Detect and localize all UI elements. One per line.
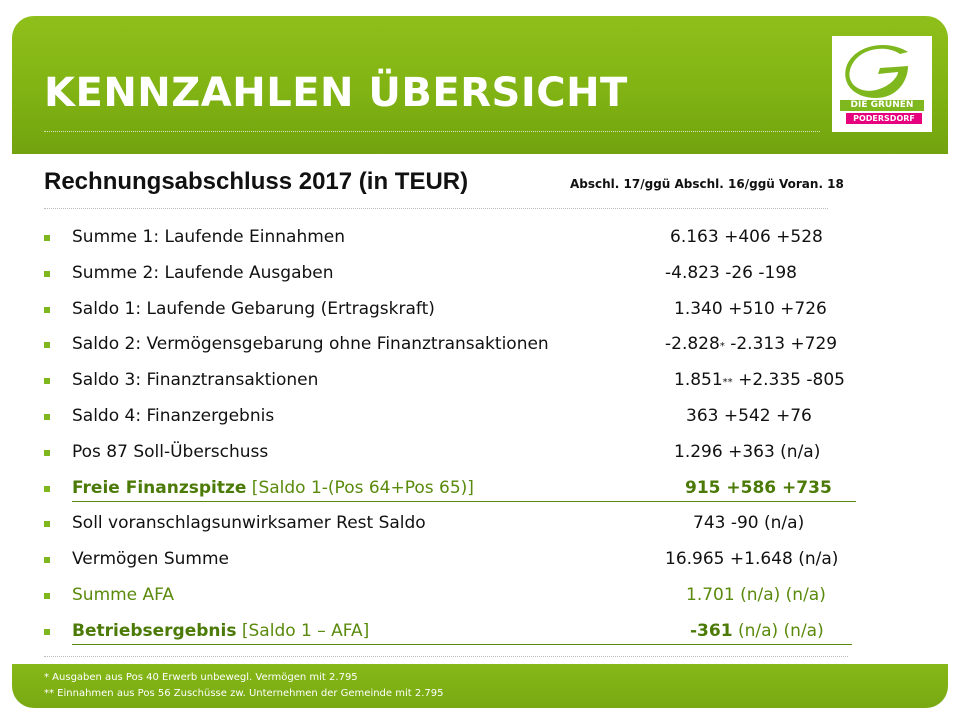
logo-wordmark: DIE GRÜNEN [840,100,924,111]
bullet-icon [44,521,50,528]
bullet-icon [44,342,50,349]
item-value: 1.851** +2.335 -805 [674,363,845,401]
label-strong: Betriebsergebnis [72,620,237,641]
list-item: Summe AFA 1.701 (n/a) (n/a) [44,578,924,614]
top-divider [44,208,828,209]
bullet-icon [44,378,50,385]
logo-location: PODERSDORF [846,113,922,124]
item-label: Summe AFA [72,584,175,605]
list-item: Saldo 4: Finanzergebnis 363 +542 +76 [44,399,924,435]
party-logo: DIE GRÜNEN PODERSDORF [832,36,932,132]
list-item: Summe 1: Laufende Einnahmen 6.163 +406 +… [44,220,924,256]
bullet-icon [44,235,50,241]
footnote-1: * Ausgaben aus Pos 40 Erwerb unbewegl. V… [44,672,358,683]
footnote-2: ** Einnahmen aus Pos 56 Zuschüsse zw. Un… [44,688,444,699]
value-main: -361 [690,620,733,641]
bullet-icon [44,485,50,492]
value-rest: -2.313 +729 [724,334,838,355]
item-label: Saldo 2: Vermögensgebarung ohne Finanztr… [72,334,549,355]
item-label: Vermögen Summe [72,549,229,570]
bullet-icon [44,413,50,420]
list-item: Saldo 3: Finanztransaktionen 1.851** +2.… [44,363,924,399]
bottom-divider [44,656,848,657]
bullet-icon [44,270,50,277]
item-value: -361 (n/a) (n/a) [690,614,824,650]
list-item-highlight: Betriebsergebnis [Saldo 1 – AFA] -361 (n… [44,614,924,650]
item-label: Saldo 1: Laufende Gebarung (Ertragskraft… [72,298,435,319]
item-value: 915 +586 +735 [685,477,832,498]
value-main: 1.851 [674,370,723,391]
report-subtitle: Rechnungsabschluss 2017 (in TEUR) [44,168,469,195]
label-note: [Saldo 1-(Pos 64+Pos 65)] [246,477,474,498]
item-label: Pos 87 Soll-Überschuss [72,441,269,462]
item-label: Soll voranschlagsunwirksamer Rest Saldo [72,513,426,534]
bullet-icon [44,557,50,564]
list-item-highlight: Freie Finanzspitze [Saldo 1-(Pos 64+Pos … [44,471,924,507]
footnote-mark: * [719,341,725,353]
list-item: Saldo 1: Laufende Gebarung (Ertragskraft… [44,292,924,328]
value-main: -2.828 [665,334,720,355]
bullet-icon [44,306,50,313]
item-label: Saldo 4: Finanzergebnis [72,405,275,426]
item-label: Summe 1: Laufende Einnahmen [72,227,346,247]
item-value: -4.823 -26 -198 [665,262,797,283]
label-strong: Freie Finanzspitze [72,477,247,498]
logo-g-icon [845,45,908,98]
footnote-mark: ** [722,377,733,389]
underline [72,500,856,502]
item-value: 6.163 +406 +528 [670,227,823,247]
value-rest: (n/a) (n/a) [732,620,824,641]
bullet-icon [44,592,50,599]
item-label: Summe 2: Laufende Ausgaben [72,262,334,283]
list-item: Saldo 2: Vermögensgebarung ohne Finanztr… [44,327,924,363]
item-value: 16.965 +1.648 (n/a) [665,549,839,570]
slide-title: KENNZAHLEN ÜBERSICHT [44,70,628,116]
bullet-icon [44,449,50,456]
item-value: 363 +542 +76 [686,405,812,426]
value-rest: +2.335 -805 [732,370,845,391]
item-value: 1.340 +510 +726 [674,298,827,319]
figures-list: Summe 1: Laufende Einnahmen 6.163 +406 +… [44,220,924,650]
item-value: -2.828* -2.313 +729 [665,327,837,365]
item-label: Betriebsergebnis [Saldo 1 – AFA] [72,614,369,650]
item-label: Freie Finanzspitze [Saldo 1-(Pos 64+Pos … [72,471,474,507]
label-note: [Saldo 1 – AFA] [236,620,370,641]
header-divider [44,131,820,132]
list-item: Soll voranschlagsunwirksamer Rest Saldo … [44,506,924,542]
item-value: 743 -90 (n/a) [693,513,805,534]
list-item: Vermögen Summe 16.965 +1.648 (n/a) [44,542,924,578]
item-label: Saldo 3: Finanztransaktionen [72,370,319,391]
footer-band [12,664,948,708]
bullet-icon [44,628,50,635]
item-value: 1.701 (n/a) (n/a) [686,584,826,605]
underline [72,643,852,645]
list-item: Summe 2: Laufende Ausgaben -4.823 -26 -1… [44,256,924,292]
list-item: Pos 87 Soll-Überschuss 1.296 +363 (n/a) [44,435,924,471]
column-header: Abschl. 17/ggü Abschl. 16/ggü Voran. 18 [570,177,844,191]
item-value: 1.296 +363 (n/a) [674,441,821,462]
